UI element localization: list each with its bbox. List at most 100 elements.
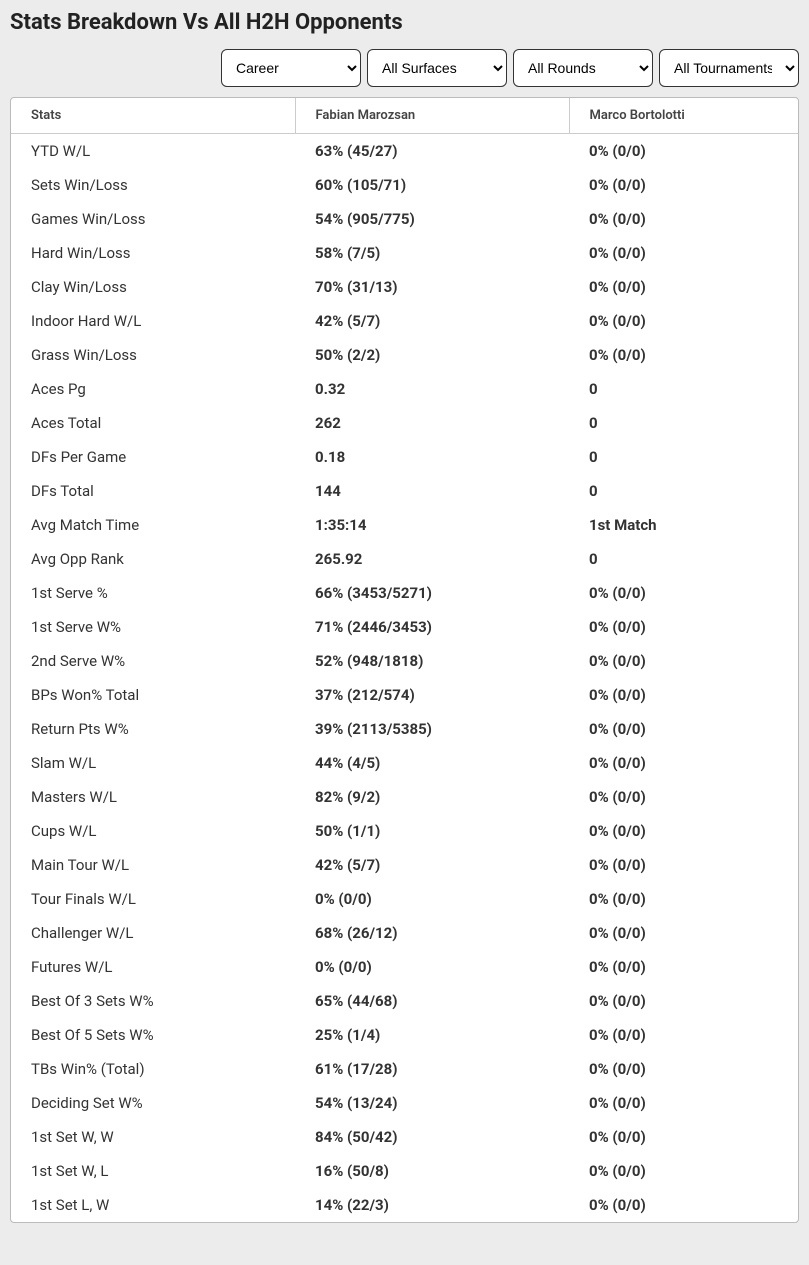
stat-value-player2: 0% (0/0)	[569, 746, 798, 780]
stat-label: Cups W/L	[11, 814, 295, 848]
table-row: Slam W/L44% (4/5)0% (0/0)	[11, 746, 798, 780]
stat-value-player1: 54% (13/24)	[295, 1086, 569, 1120]
table-row: 2nd Serve W%52% (948/1818)0% (0/0)	[11, 644, 798, 678]
table-row: Avg Opp Rank265.920	[11, 542, 798, 576]
stat-label: Best Of 5 Sets W%	[11, 1018, 295, 1052]
stat-value-player2: 0% (0/0)	[569, 916, 798, 950]
stat-value-player2: 0% (0/0)	[569, 1188, 798, 1222]
stat-label: Aces Pg	[11, 372, 295, 406]
stat-value-player1: 84% (50/42)	[295, 1120, 569, 1154]
table-row: Best Of 5 Sets W%25% (1/4)0% (0/0)	[11, 1018, 798, 1052]
stat-value-player2: 0	[569, 372, 798, 406]
stat-value-player1: 0.32	[295, 372, 569, 406]
table-row: Hard Win/Loss58% (7/5)0% (0/0)	[11, 236, 798, 270]
stat-label: Aces Total	[11, 406, 295, 440]
table-row: Games Win/Loss54% (905/775)0% (0/0)	[11, 202, 798, 236]
stat-label: Sets Win/Loss	[11, 168, 295, 202]
col-header-player1: Fabian Marozsan	[295, 98, 569, 134]
round-filter-select[interactable]: All Rounds	[513, 49, 653, 87]
stat-label: Masters W/L	[11, 780, 295, 814]
table-row: DFs Per Game0.180	[11, 440, 798, 474]
table-row: 1st Serve %66% (3453/5271)0% (0/0)	[11, 576, 798, 610]
table-row: Deciding Set W%54% (13/24)0% (0/0)	[11, 1086, 798, 1120]
stat-value-player1: 52% (948/1818)	[295, 644, 569, 678]
stat-value-player1: 14% (22/3)	[295, 1188, 569, 1222]
stat-label: Hard Win/Loss	[11, 236, 295, 270]
stat-value-player1: 65% (44/68)	[295, 984, 569, 1018]
table-row: Best Of 3 Sets W%65% (44/68)0% (0/0)	[11, 984, 798, 1018]
stat-value-player2: 0% (0/0)	[569, 1120, 798, 1154]
table-row: Aces Pg0.320	[11, 372, 798, 406]
stat-value-player2: 0% (0/0)	[569, 304, 798, 338]
stat-label: Return Pts W%	[11, 712, 295, 746]
stat-value-player2: 0	[569, 440, 798, 474]
stat-label: DFs Total	[11, 474, 295, 508]
stat-value-player2: 0% (0/0)	[569, 1018, 798, 1052]
stat-value-player2: 0% (0/0)	[569, 202, 798, 236]
stat-value-player2: 0% (0/0)	[569, 270, 798, 304]
table-row: DFs Total1440	[11, 474, 798, 508]
time-filter-select[interactable]: Career	[221, 49, 361, 87]
table-row: Avg Match Time1:35:141st Match	[11, 508, 798, 542]
stat-label: Tour Finals W/L	[11, 882, 295, 916]
stat-label: Games Win/Loss	[11, 202, 295, 236]
col-header-player2: Marco Bortolotti	[569, 98, 798, 134]
stat-label: Avg Match Time	[11, 508, 295, 542]
stat-value-player1: 58% (7/5)	[295, 236, 569, 270]
stat-value-player2: 0% (0/0)	[569, 1052, 798, 1086]
stat-value-player1: 39% (2113/5385)	[295, 712, 569, 746]
table-row: 1st Set W, L16% (50/8)0% (0/0)	[11, 1154, 798, 1188]
stat-value-player1: 50% (1/1)	[295, 814, 569, 848]
stat-label: Avg Opp Rank	[11, 542, 295, 576]
tournament-filter-select[interactable]: All Tournaments	[659, 49, 799, 87]
stat-value-player1: 68% (26/12)	[295, 916, 569, 950]
table-row: Challenger W/L68% (26/12)0% (0/0)	[11, 916, 798, 950]
stat-value-player1: 50% (2/2)	[295, 338, 569, 372]
stat-value-player2: 1st Match	[569, 508, 798, 542]
table-row: Sets Win/Loss60% (105/71)0% (0/0)	[11, 168, 798, 202]
table-row: Futures W/L0% (0/0)0% (0/0)	[11, 950, 798, 984]
stat-value-player2: 0	[569, 406, 798, 440]
surface-filter-select[interactable]: All Surfaces	[367, 49, 507, 87]
table-header-row: Stats Fabian Marozsan Marco Bortolotti	[11, 98, 798, 134]
table-row: YTD W/L63% (45/27)0% (0/0)	[11, 134, 798, 169]
stat-value-player1: 144	[295, 474, 569, 508]
stat-value-player1: 71% (2446/3453)	[295, 610, 569, 644]
table-row: 1st Set W, W84% (50/42)0% (0/0)	[11, 1120, 798, 1154]
page-title: Stats Breakdown Vs All H2H Opponents	[10, 10, 799, 35]
stat-value-player2: 0% (0/0)	[569, 848, 798, 882]
stat-value-player2: 0% (0/0)	[569, 610, 798, 644]
stat-value-player2: 0% (0/0)	[569, 168, 798, 202]
stat-value-player1: 61% (17/28)	[295, 1052, 569, 1086]
stat-value-player2: 0% (0/0)	[569, 576, 798, 610]
filters-bar: Career All Surfaces All Rounds All Tourn…	[10, 49, 799, 87]
table-row: 1st Serve W%71% (2446/3453)0% (0/0)	[11, 610, 798, 644]
table-row: Cups W/L50% (1/1)0% (0/0)	[11, 814, 798, 848]
stat-value-player1: 60% (105/71)	[295, 168, 569, 202]
stat-value-player1: 54% (905/775)	[295, 202, 569, 236]
col-header-stats: Stats	[11, 98, 295, 134]
table-row: 1st Set L, W14% (22/3)0% (0/0)	[11, 1188, 798, 1222]
stat-value-player1: 265.92	[295, 542, 569, 576]
stat-value-player1: 16% (50/8)	[295, 1154, 569, 1188]
table-row: Clay Win/Loss70% (31/13)0% (0/0)	[11, 270, 798, 304]
stat-label: DFs Per Game	[11, 440, 295, 474]
stat-label: 1st Serve W%	[11, 610, 295, 644]
stat-value-player2: 0	[569, 474, 798, 508]
stat-value-player1: 0% (0/0)	[295, 950, 569, 984]
stat-value-player2: 0% (0/0)	[569, 338, 798, 372]
stat-label: 1st Set W, L	[11, 1154, 295, 1188]
stat-label: TBs Win% (Total)	[11, 1052, 295, 1086]
table-row: Grass Win/Loss50% (2/2)0% (0/0)	[11, 338, 798, 372]
stat-value-player2: 0% (0/0)	[569, 814, 798, 848]
stat-value-player1: 1:35:14	[295, 508, 569, 542]
stat-value-player1: 42% (5/7)	[295, 304, 569, 338]
stat-label: 1st Serve %	[11, 576, 295, 610]
stat-label: Main Tour W/L	[11, 848, 295, 882]
stat-value-player2: 0% (0/0)	[569, 236, 798, 270]
stat-value-player1: 70% (31/13)	[295, 270, 569, 304]
stat-label: Best Of 3 Sets W%	[11, 984, 295, 1018]
stat-value-player1: 44% (4/5)	[295, 746, 569, 780]
table-row: Masters W/L82% (9/2)0% (0/0)	[11, 780, 798, 814]
stat-value-player1: 262	[295, 406, 569, 440]
